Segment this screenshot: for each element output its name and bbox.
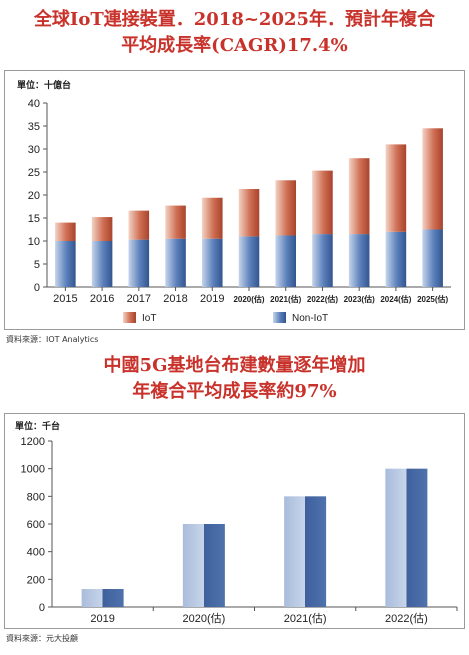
bar-non-iot-2017 <box>128 239 150 287</box>
chart2-title-line2: 年複合平均成長率約97% <box>132 381 337 402</box>
bar-iot-2022(估) <box>312 170 333 235</box>
bar-iot-2023(估) <box>348 158 370 235</box>
5g-base-station-chart: 單位：千台 0 200 400 600 800 1000 1200 2019 2020(估) 2… <box>15 420 458 625</box>
chart1-y-tick-label: 30 <box>28 144 40 156</box>
chart1-x-tick-label: 2024(估) <box>380 294 411 304</box>
chart2-x-tick-label: 2020(估) <box>182 612 225 625</box>
bar-non-iot-2025(估) <box>422 229 443 287</box>
bar-iot-2021(估) <box>275 180 297 236</box>
chart1-y-tick-label: 0 <box>34 282 40 294</box>
chart1-x-tick-label: 2019 <box>200 293 224 305</box>
bar-5g-2022(估) <box>385 468 428 607</box>
chart2-y-tick-label: 600 <box>27 519 45 531</box>
chart2-x-tick-label: 2021(估) <box>284 612 327 625</box>
chart2-y-tick-label: 1200 <box>21 436 45 448</box>
bar-5g-2019 <box>81 589 124 607</box>
bar-non-iot-2024(估) <box>385 231 407 287</box>
chart2-x-tick-label: 2019 <box>90 613 114 625</box>
chart2-y-tick-label: 800 <box>27 491 45 503</box>
chart1-y-tick-label: 20 <box>28 190 40 202</box>
legend-non-iot-label: Non-IoT <box>292 313 328 324</box>
chart1-x-tick-label: 2016 <box>90 293 114 305</box>
bar-non-iot-2016 <box>91 241 113 287</box>
chart1-y-tick-label: 25 <box>28 167 40 179</box>
chart1-title-line2: 平均成長率(CAGR)17.4% <box>121 35 348 56</box>
chart1-y-tick-label: 5 <box>34 259 40 271</box>
bar-non-iot-2023(估) <box>348 234 370 287</box>
chart1-y-tick-label: 15 <box>28 213 40 225</box>
bar-non-iot-2021(估) <box>275 235 297 287</box>
chart1-y-tick-label: 35 <box>28 121 40 133</box>
bar-iot-2017 <box>128 210 150 240</box>
chart2-panel: 單位：千台 0 200 400 600 800 1000 1200 2019 2020(估) 2… <box>4 413 465 629</box>
bar-iot-2025(估) <box>422 128 443 230</box>
chart2-title-line1: 中國5G基地台布建數量逐年增加 <box>103 355 366 376</box>
chart1-unit-label: 單位：十億台 <box>17 79 71 90</box>
chart1-x-tick-label: 2023(估) <box>344 294 375 304</box>
chart1-title-line1: 全球IoT連接裝置．2018~2025年．預計年複合 <box>33 9 436 30</box>
legend-non-iot-swatch <box>273 312 286 323</box>
chart1-source: 資料來源：IOT Analytics <box>6 335 99 344</box>
chart1-x-tick-label: 2018 <box>163 293 187 305</box>
bar-non-iot-2015 <box>55 241 76 287</box>
bar-iot-2019 <box>201 197 223 239</box>
bar-5g-2021(估) <box>284 496 327 607</box>
bar-iot-2018 <box>165 205 186 239</box>
chart2-y-tick-label: 0 <box>39 602 45 614</box>
bar-iot-2024(估) <box>385 144 407 232</box>
bar-non-iot-2019 <box>201 238 223 287</box>
chart1-y-tick-label: 40 <box>28 98 40 110</box>
bar-non-iot-2020(估) <box>238 236 260 287</box>
bar-iot-2015 <box>55 222 76 241</box>
chart1-y-tick-label: 10 <box>28 236 40 248</box>
bar-non-iot-2022(估) <box>312 234 333 287</box>
chart1-x-tick-label: 2022(估) <box>307 294 338 304</box>
chart2-y-tick-label: 400 <box>27 547 45 559</box>
chart2-source: 資料來源：元大投顧 <box>6 634 78 643</box>
chart1-x-tick-label: 2017 <box>127 293 151 305</box>
chart1-panel: 單位：十億台 0 5 10 15 20 25 30 35 40 2015 2016 2017 2018… <box>4 70 465 330</box>
chart1-x-tick-label: 2020(估) <box>233 294 264 304</box>
chart1-x-tick-label: 2015 <box>53 293 77 305</box>
legend-iot-swatch <box>123 312 136 323</box>
bar-iot-2016 <box>91 217 113 241</box>
chart2-y-tick-label: 1000 <box>21 464 45 476</box>
chart2-y-tick-label: 200 <box>27 574 45 586</box>
iot-device-chart: 單位：十億台 0 5 10 15 20 25 30 35 40 2015 2016 2017 2018… <box>17 79 451 324</box>
chart2-unit-label: 單位：千台 <box>15 420 60 431</box>
chart1-x-tick-label: 2025(估) <box>417 294 448 304</box>
chart1-x-tick-label: 2021(估) <box>270 294 301 304</box>
bar-iot-2020(估) <box>238 189 260 237</box>
bar-5g-2020(估) <box>182 524 225 607</box>
legend-iot-label: IoT <box>142 313 156 324</box>
chart2-x-tick-label: 2022(估) <box>385 612 428 625</box>
bar-non-iot-2018 <box>165 238 186 287</box>
